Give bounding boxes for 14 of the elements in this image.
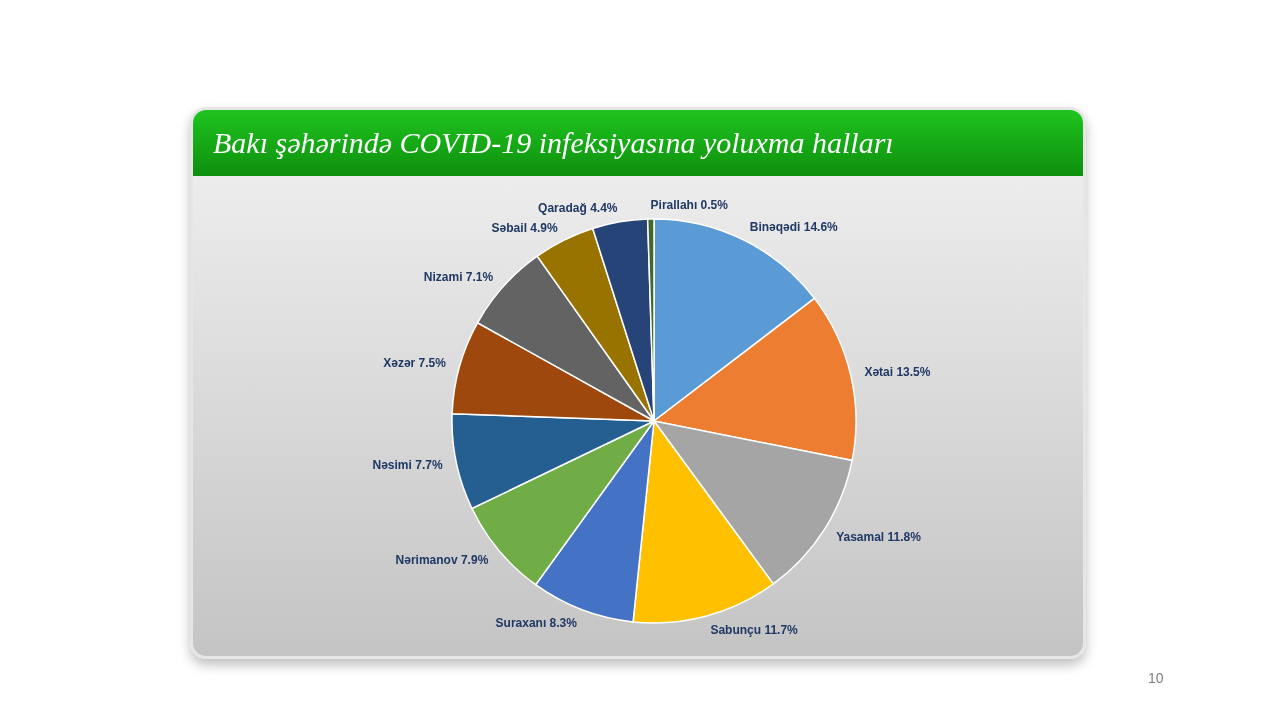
slice-label: Qaradağ 4.4% (538, 201, 618, 216)
slice-label: Suraxanı 8.3% (495, 615, 578, 630)
slice-label: Pirallahı 0.5% (650, 198, 729, 213)
slice-label: Binəqədi 14.6% (749, 220, 839, 235)
slice-label: Sabunçu 11.7% (710, 622, 799, 637)
slice-label: Xətai 13.5% (864, 365, 931, 380)
slice-label: Yasamal 11.8% (836, 530, 922, 545)
chart-title: Bakı şəhərində COVID-19 infeksiyasına yoluxma halları (213, 126, 894, 160)
slice-label: Xəzər 7.5% (383, 355, 447, 370)
slice-label: Səbail 4.9% (491, 220, 558, 235)
slice-label: Nəsimi 7.7% (372, 458, 443, 473)
slice-label: Nərimanov 7.9% (395, 552, 489, 567)
text: 10 (1148, 670, 1164, 686)
slice-label: Nizami 7.1% (423, 269, 494, 284)
